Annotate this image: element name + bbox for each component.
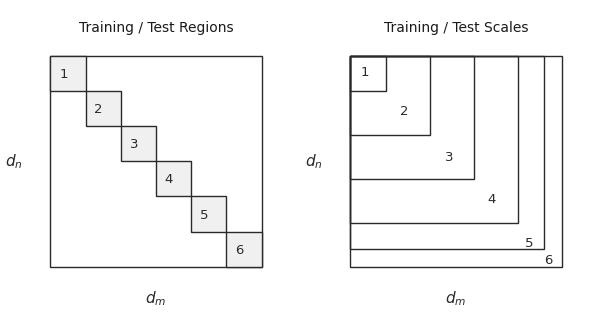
Title: Training / Test Scales: Training / Test Scales [384,21,528,35]
Bar [86,91,121,126]
Bar [226,232,262,267]
Bar [50,56,86,91]
Bar [350,56,518,223]
Bar [350,56,544,249]
Bar [350,56,473,179]
Text: 3: 3 [445,151,454,164]
Text: 3: 3 [130,138,138,151]
Bar [350,56,386,91]
Text: 6: 6 [235,244,244,257]
Title: Training / Test Regions: Training / Test Regions [79,21,233,35]
Bar [191,196,226,232]
Text: 5: 5 [524,237,533,250]
Bar [350,56,562,267]
Text: $d_m$: $d_m$ [145,289,167,308]
Bar [156,161,191,196]
Text: 4: 4 [488,193,496,206]
Text: 5: 5 [200,209,209,222]
Bar [350,56,430,135]
Text: $d_n$: $d_n$ [5,152,22,171]
Text: $d_m$: $d_m$ [445,289,467,308]
Bar [50,56,262,267]
Text: 1: 1 [59,68,68,81]
Text: $d_n$: $d_n$ [305,152,322,171]
Text: 6: 6 [544,254,553,267]
Text: 4: 4 [165,173,173,186]
Text: 1: 1 [361,66,370,79]
Bar [121,126,156,161]
Text: 2: 2 [400,105,408,118]
Text: 2: 2 [94,103,103,116]
